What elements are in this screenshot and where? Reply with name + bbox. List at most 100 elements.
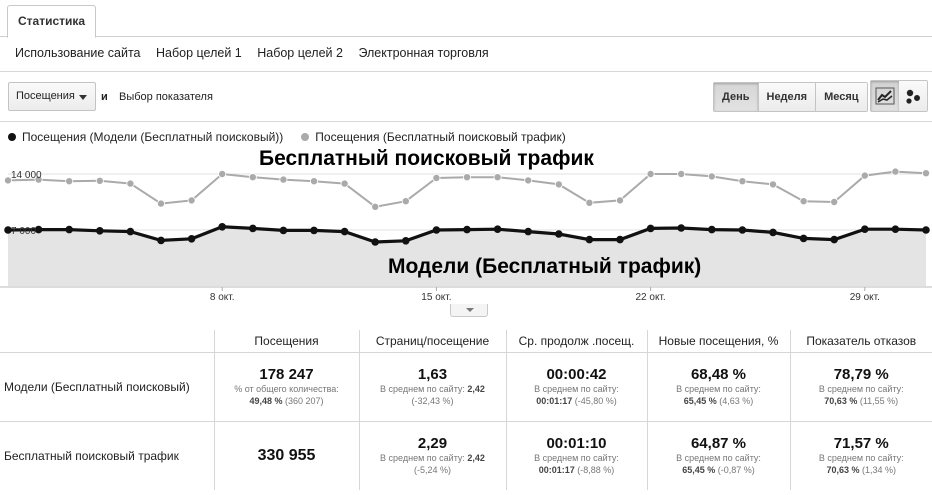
table-cell: 64,87 % В среднем по сайту: 65,45 % (-0,… xyxy=(646,420,790,490)
data-point xyxy=(279,226,288,235)
line-chart-icon xyxy=(875,87,895,105)
data-point xyxy=(799,197,808,206)
cell-value: 68,48 % xyxy=(690,366,747,383)
data-point xyxy=(677,224,685,232)
chevron-down-icon xyxy=(466,308,474,312)
table-header-empty xyxy=(0,330,214,352)
collapse-chart-toggle[interactable] xyxy=(450,304,488,317)
motion-chart-button[interactable] xyxy=(899,81,927,111)
tab-bar: Статистика xyxy=(0,0,932,38)
cell-note: 70,63 % (11,55 %) xyxy=(824,396,899,406)
table-cell: 00:01:10 В среднем по сайту: 00:01:17 (-… xyxy=(505,420,647,490)
subnav-goal-set-2[interactable]: Набор целей 2 xyxy=(257,46,343,60)
data-point xyxy=(157,236,165,245)
data-point xyxy=(922,226,930,234)
table-row: Бесплатный поисковый трафик 330 955 2,29… xyxy=(0,420,932,490)
and-label: и xyxy=(101,91,108,103)
data-point xyxy=(891,225,900,233)
column-header[interactable]: Посещения xyxy=(213,330,359,352)
line-chart-button[interactable] xyxy=(871,81,899,111)
cell-note: % от общего количества: xyxy=(234,384,339,394)
column-header[interactable]: Ср. продолж .посещ. xyxy=(505,330,647,352)
data-point xyxy=(493,173,502,182)
cell-note: 65,45 % (-0,87 %) xyxy=(682,465,755,476)
cell-note: 70,63 % (1,34 %) xyxy=(826,465,897,476)
cell-note: В среднем по сайту: xyxy=(534,384,619,394)
data-point xyxy=(401,197,410,206)
table-cell: 1,63 В среднем по сайту: 2,42 (-32,43 %) xyxy=(358,351,506,421)
subnav-ecommerce[interactable]: Электронная торговля xyxy=(358,46,489,60)
tab-statistics[interactable]: Статистика xyxy=(7,5,97,38)
chart-svg: 14 000 7 000 8 окт. 15 окт. 22 окт. 29 окт. xyxy=(0,167,932,303)
data-point xyxy=(707,172,716,181)
table-cell: 68,48 % В среднем по сайту: 65,45 % (4,6… xyxy=(646,351,790,421)
data-point xyxy=(96,227,104,235)
cell-value: 330 955 xyxy=(257,446,316,464)
cell-note: В среднем по сайту: xyxy=(676,384,761,394)
data-point xyxy=(646,224,655,233)
cell-note: (-32,43 %) xyxy=(411,396,454,406)
data-point xyxy=(248,173,257,182)
table-cell: 178 247 % от общего количества: 49,48 % … xyxy=(213,351,359,421)
data-point xyxy=(708,225,716,234)
chart-legend: Посещения (Модели (Бесплатный поисковый)… xyxy=(8,130,584,144)
motion-chart-icon xyxy=(906,89,920,104)
data-point xyxy=(830,235,838,244)
data-point xyxy=(769,180,778,189)
data-point xyxy=(340,227,349,236)
data-point xyxy=(861,225,869,233)
cell-note: 00:01:17 (-45,80 %) xyxy=(536,396,617,406)
x-tick-label: 22 окт. xyxy=(635,292,665,303)
table-cell: 00:00:42 В среднем по сайту: 00:01:17 (-… xyxy=(505,351,647,421)
data-point xyxy=(402,237,410,245)
legend-item-organic[interactable]: Посещения (Бесплатный поисковый трафик) xyxy=(301,130,566,144)
choose-metric-link[interactable]: Выбор показателя xyxy=(119,91,213,103)
data-point xyxy=(830,198,839,207)
data-point xyxy=(677,169,686,178)
cell-value: 00:00:42 xyxy=(546,366,607,383)
period-week-button[interactable]: Неделя xyxy=(758,83,817,111)
cell-note: В среднем по сайту: xyxy=(534,453,619,464)
data-point xyxy=(891,167,900,176)
data-point xyxy=(769,228,777,237)
data-point xyxy=(646,169,655,178)
data-point xyxy=(738,177,747,186)
data-point xyxy=(4,226,12,234)
cell-value: 2,29 xyxy=(417,435,448,453)
period-day-button[interactable]: День xyxy=(714,83,759,111)
data-point xyxy=(432,173,441,182)
report-subnav: Использование сайта Набор целей 1 Набор … xyxy=(15,46,501,60)
subnav-site-usage[interactable]: Использование сайта xyxy=(15,46,141,60)
data-point xyxy=(218,169,227,178)
data-point xyxy=(493,225,502,233)
column-header[interactable]: Страниц/посещение xyxy=(358,330,506,352)
y-tick-label: 14 000 xyxy=(11,170,42,181)
data-point xyxy=(187,196,196,205)
data-point xyxy=(218,223,226,231)
divider xyxy=(0,121,932,122)
period-month-button[interactable]: Месяц xyxy=(816,83,867,111)
cell-note: В среднем по сайту: 2,42 xyxy=(380,384,485,394)
metric-select[interactable]: Посещения xyxy=(8,82,96,111)
cell-value: 1,63 xyxy=(417,366,448,383)
data-point xyxy=(799,234,808,243)
legend-dot-icon xyxy=(301,133,310,141)
annotation-models: Модели (Бесплатный трафик) xyxy=(388,255,702,278)
table-cell: 78,79 % В среднем по сайту: 70,63 % (11,… xyxy=(789,351,932,421)
data-point xyxy=(524,176,533,185)
subnav-goal-set-1[interactable]: Набор целей 1 xyxy=(156,46,242,60)
cell-note: (-5,24 %) xyxy=(413,465,451,476)
cell-note: 65,45 % (4,63 %) xyxy=(683,396,754,406)
cell-value: 71,57 % xyxy=(833,435,889,453)
cell-value: 00:01:10 xyxy=(546,435,607,453)
legend-item-models[interactable]: Посещения (Модели (Бесплатный поисковый)… xyxy=(8,130,283,144)
cell-note: В среднем по сайту: xyxy=(676,453,761,464)
data-point xyxy=(279,175,288,184)
data-point xyxy=(462,173,471,182)
table-cell: 330 955 xyxy=(213,420,359,490)
data-point xyxy=(585,198,594,207)
x-tick-label: 15 окт. xyxy=(421,292,451,303)
column-header[interactable]: Показатель отказов xyxy=(789,330,932,352)
column-header[interactable]: Новые посещения, % xyxy=(646,330,790,352)
data-point xyxy=(126,179,135,188)
